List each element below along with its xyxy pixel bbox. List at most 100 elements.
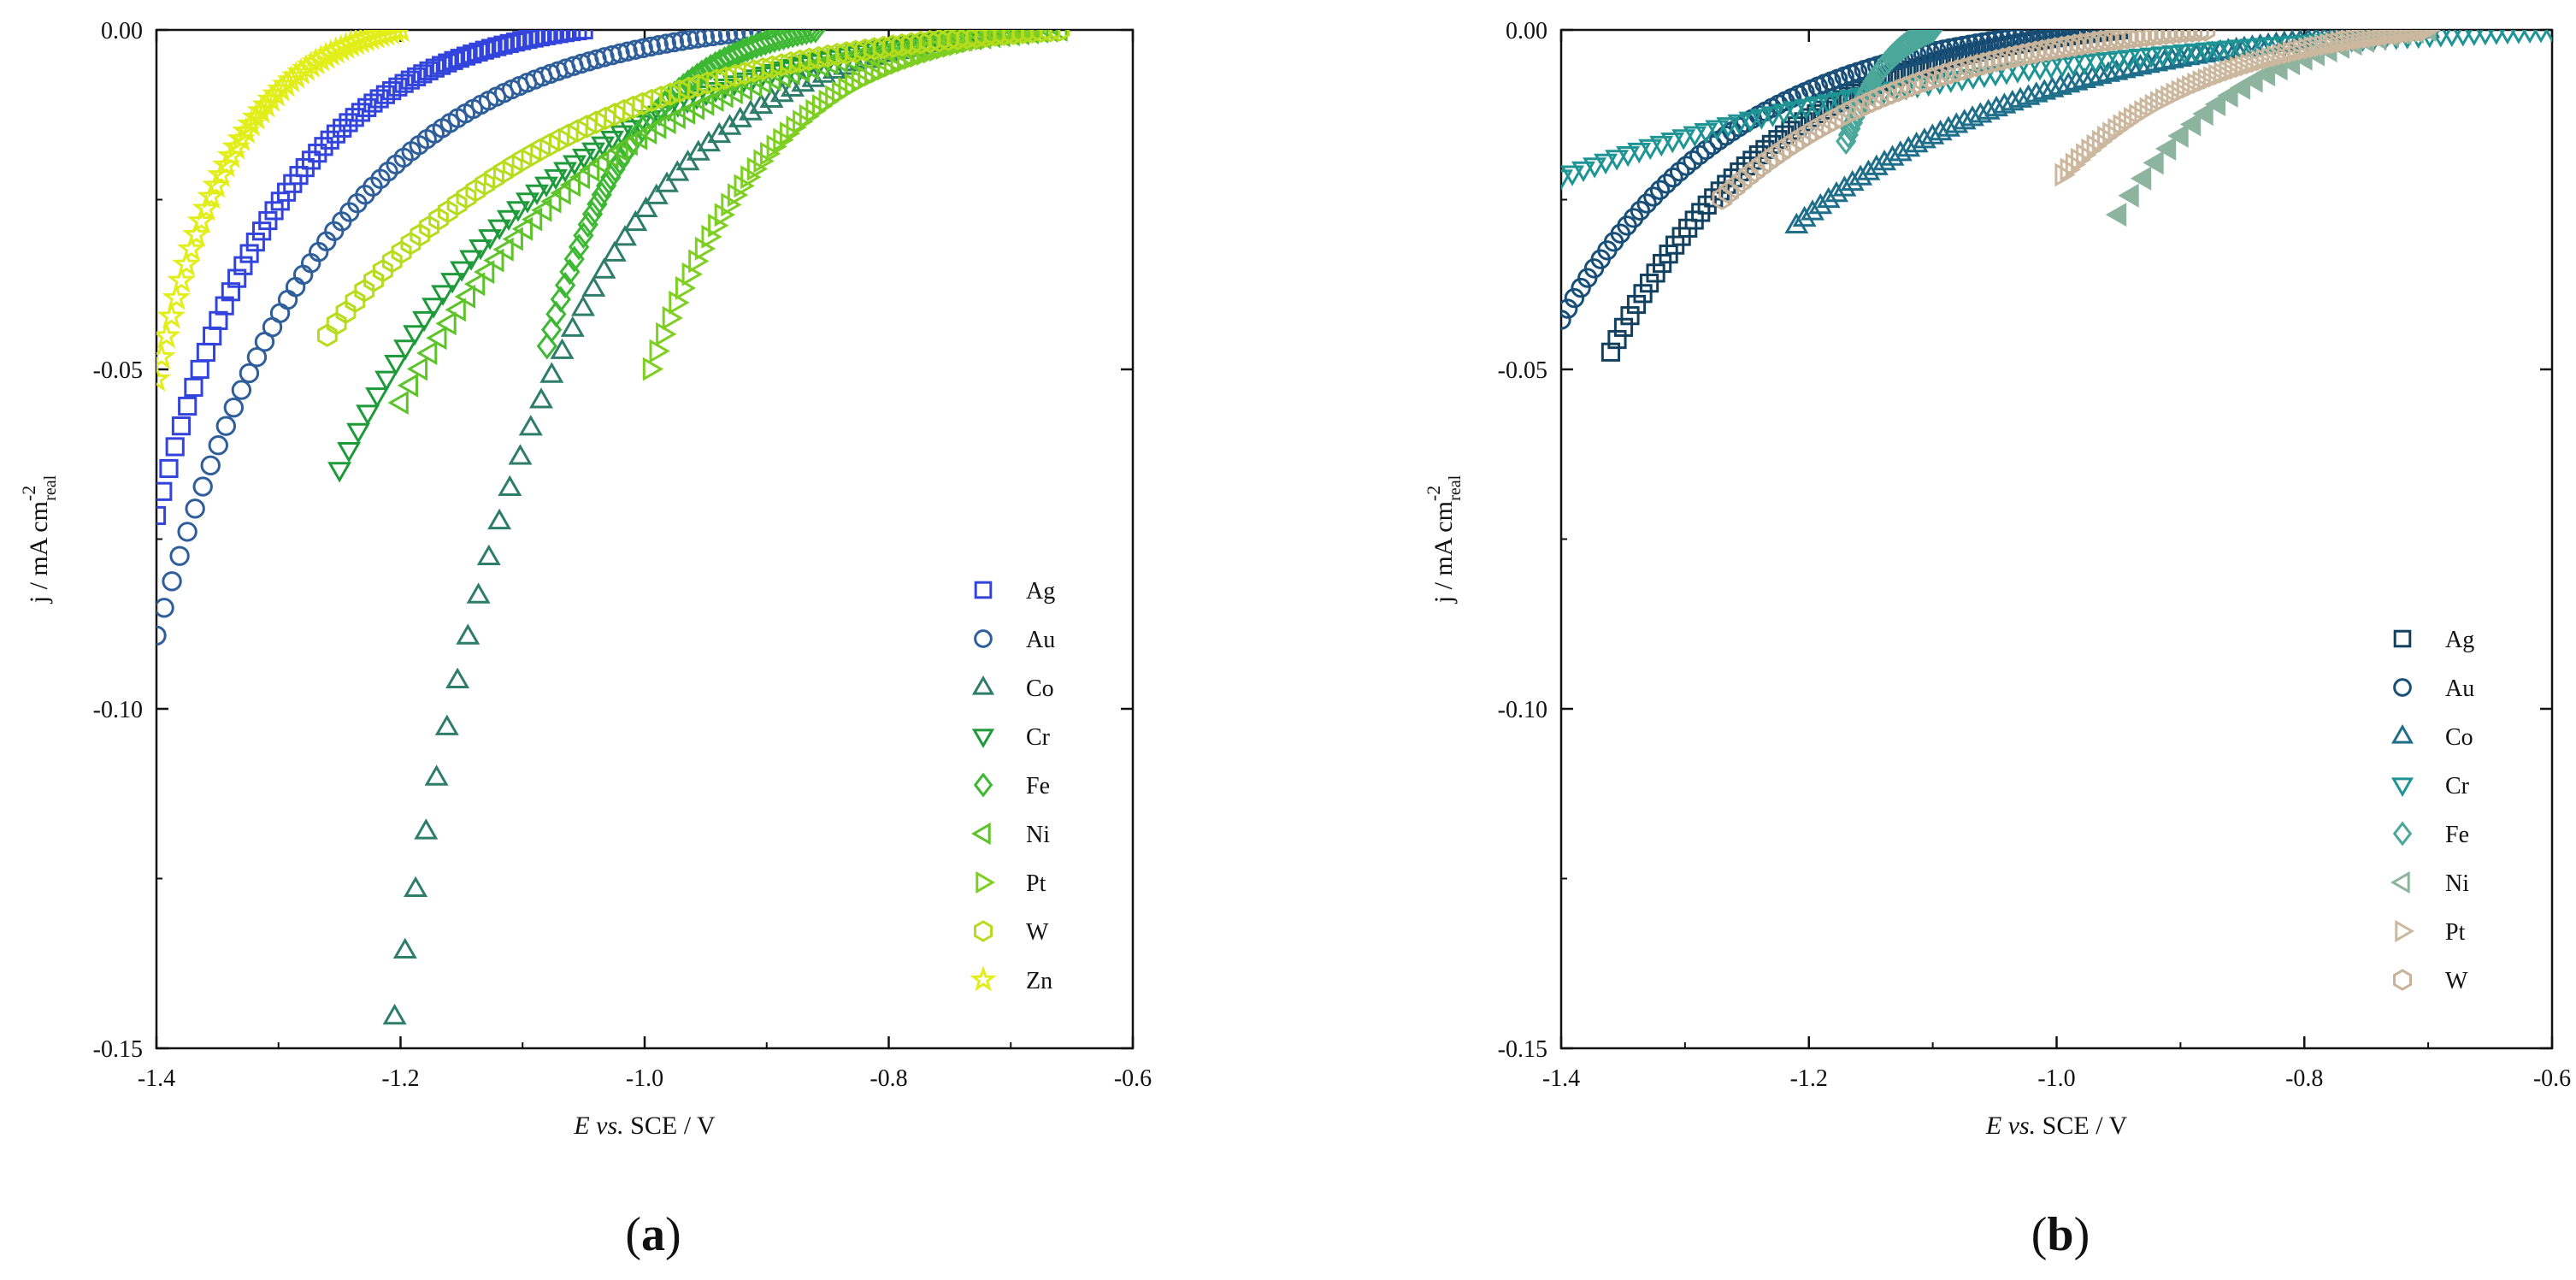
point-pt bbox=[746, 156, 769, 181]
point-pt bbox=[786, 115, 807, 139]
point-ni bbox=[531, 198, 552, 222]
point-cr bbox=[1571, 161, 1595, 183]
point-au bbox=[633, 38, 653, 59]
point-zn bbox=[392, 30, 410, 43]
point-ni bbox=[445, 298, 466, 322]
point-ag bbox=[431, 56, 451, 75]
point-cr bbox=[1727, 114, 1752, 136]
point-ni bbox=[473, 260, 495, 285]
point-w bbox=[2051, 35, 2072, 60]
x-axis-title: E vs. SCE / V bbox=[1985, 1112, 2128, 1140]
point-cr bbox=[1816, 94, 1841, 115]
point-w bbox=[993, 30, 1015, 46]
point-ag bbox=[407, 67, 427, 86]
point-ni bbox=[2130, 166, 2152, 191]
point-cr bbox=[421, 298, 446, 319]
point-w bbox=[354, 279, 375, 303]
point-w bbox=[2038, 38, 2059, 62]
x-tick-label: -1.2 bbox=[1790, 1065, 1828, 1092]
point-w bbox=[1875, 84, 1896, 108]
point-ni bbox=[387, 391, 409, 415]
point-pt bbox=[714, 203, 736, 227]
point-ag bbox=[314, 137, 333, 156]
point-co bbox=[424, 764, 449, 786]
point-w bbox=[2012, 43, 2033, 67]
point-pt bbox=[2071, 147, 2092, 172]
point-cr bbox=[591, 136, 615, 157]
point-pt bbox=[2404, 30, 2426, 44]
point-fe bbox=[541, 316, 563, 344]
point-w bbox=[2084, 30, 2105, 55]
point-co bbox=[655, 171, 679, 192]
point-w bbox=[475, 172, 496, 196]
point-cr bbox=[581, 142, 605, 163]
point-w bbox=[400, 231, 421, 256]
legend-marker-co bbox=[971, 675, 995, 695]
point-ag bbox=[463, 44, 482, 64]
point-co bbox=[2064, 69, 2089, 91]
point-pt bbox=[2373, 30, 2394, 48]
point-cr bbox=[459, 250, 484, 271]
point-au bbox=[162, 571, 182, 592]
point-au bbox=[648, 35, 669, 56]
point-cr bbox=[1716, 117, 1741, 139]
point-pt bbox=[734, 174, 755, 198]
point-ag bbox=[233, 256, 253, 275]
point-pt bbox=[2399, 30, 2420, 44]
point-ag bbox=[239, 244, 259, 263]
point-cr bbox=[525, 184, 549, 206]
point-w bbox=[1810, 115, 1830, 139]
point-cr bbox=[1683, 126, 1707, 147]
point-w bbox=[493, 160, 514, 184]
point-co bbox=[466, 582, 491, 604]
point-co bbox=[456, 623, 480, 645]
point-cr bbox=[2095, 52, 2119, 74]
point-au bbox=[1561, 310, 1571, 330]
point-zn bbox=[186, 206, 216, 234]
point-cr bbox=[534, 176, 558, 198]
point-ni bbox=[2155, 136, 2177, 161]
point-w bbox=[2162, 30, 2184, 45]
point-co bbox=[1944, 112, 1969, 133]
point-ni bbox=[435, 311, 457, 336]
point-w bbox=[335, 300, 357, 324]
y-tick-label: -0.15 bbox=[93, 1036, 143, 1063]
point-w bbox=[984, 30, 1005, 47]
legend-label-pt: Pt bbox=[2445, 919, 2466, 946]
point-pt bbox=[2393, 30, 2415, 45]
legend-marker-w bbox=[974, 920, 993, 942]
x-tick-label: -1.2 bbox=[381, 1065, 419, 1092]
point-co bbox=[2024, 81, 2048, 103]
point-co bbox=[2192, 41, 2217, 63]
point-co bbox=[1856, 159, 1881, 180]
point-w bbox=[363, 268, 384, 292]
point-w bbox=[1895, 76, 1915, 100]
point-co bbox=[739, 99, 763, 121]
point-w bbox=[1738, 163, 1759, 188]
point-co bbox=[392, 937, 417, 959]
point-w bbox=[2078, 31, 2098, 56]
point-co bbox=[434, 714, 459, 735]
point-zn bbox=[236, 109, 266, 137]
point-w bbox=[1012, 30, 1033, 44]
point-ni bbox=[2192, 102, 2213, 127]
legend-marker-w bbox=[2393, 969, 2412, 991]
point-cr bbox=[1671, 129, 1696, 150]
point-zn bbox=[156, 321, 181, 349]
point-co bbox=[529, 387, 553, 409]
legend-label-ag: Ag bbox=[2445, 627, 2474, 653]
point-ag bbox=[1613, 317, 1634, 337]
point-pt bbox=[2255, 47, 2278, 72]
point-zn bbox=[162, 282, 192, 310]
point-cr bbox=[516, 192, 539, 214]
point-w bbox=[1836, 101, 1857, 126]
point-co bbox=[728, 106, 752, 127]
point-ni bbox=[2217, 83, 2238, 108]
point-cr bbox=[1583, 157, 1607, 179]
y-axis-title: j / mA cm-2 real bbox=[1423, 475, 1465, 604]
point-zn bbox=[192, 193, 221, 221]
series-zn bbox=[156, 30, 410, 392]
point-ag bbox=[215, 296, 234, 316]
point-w bbox=[1920, 67, 1942, 91]
point-au bbox=[169, 546, 190, 566]
